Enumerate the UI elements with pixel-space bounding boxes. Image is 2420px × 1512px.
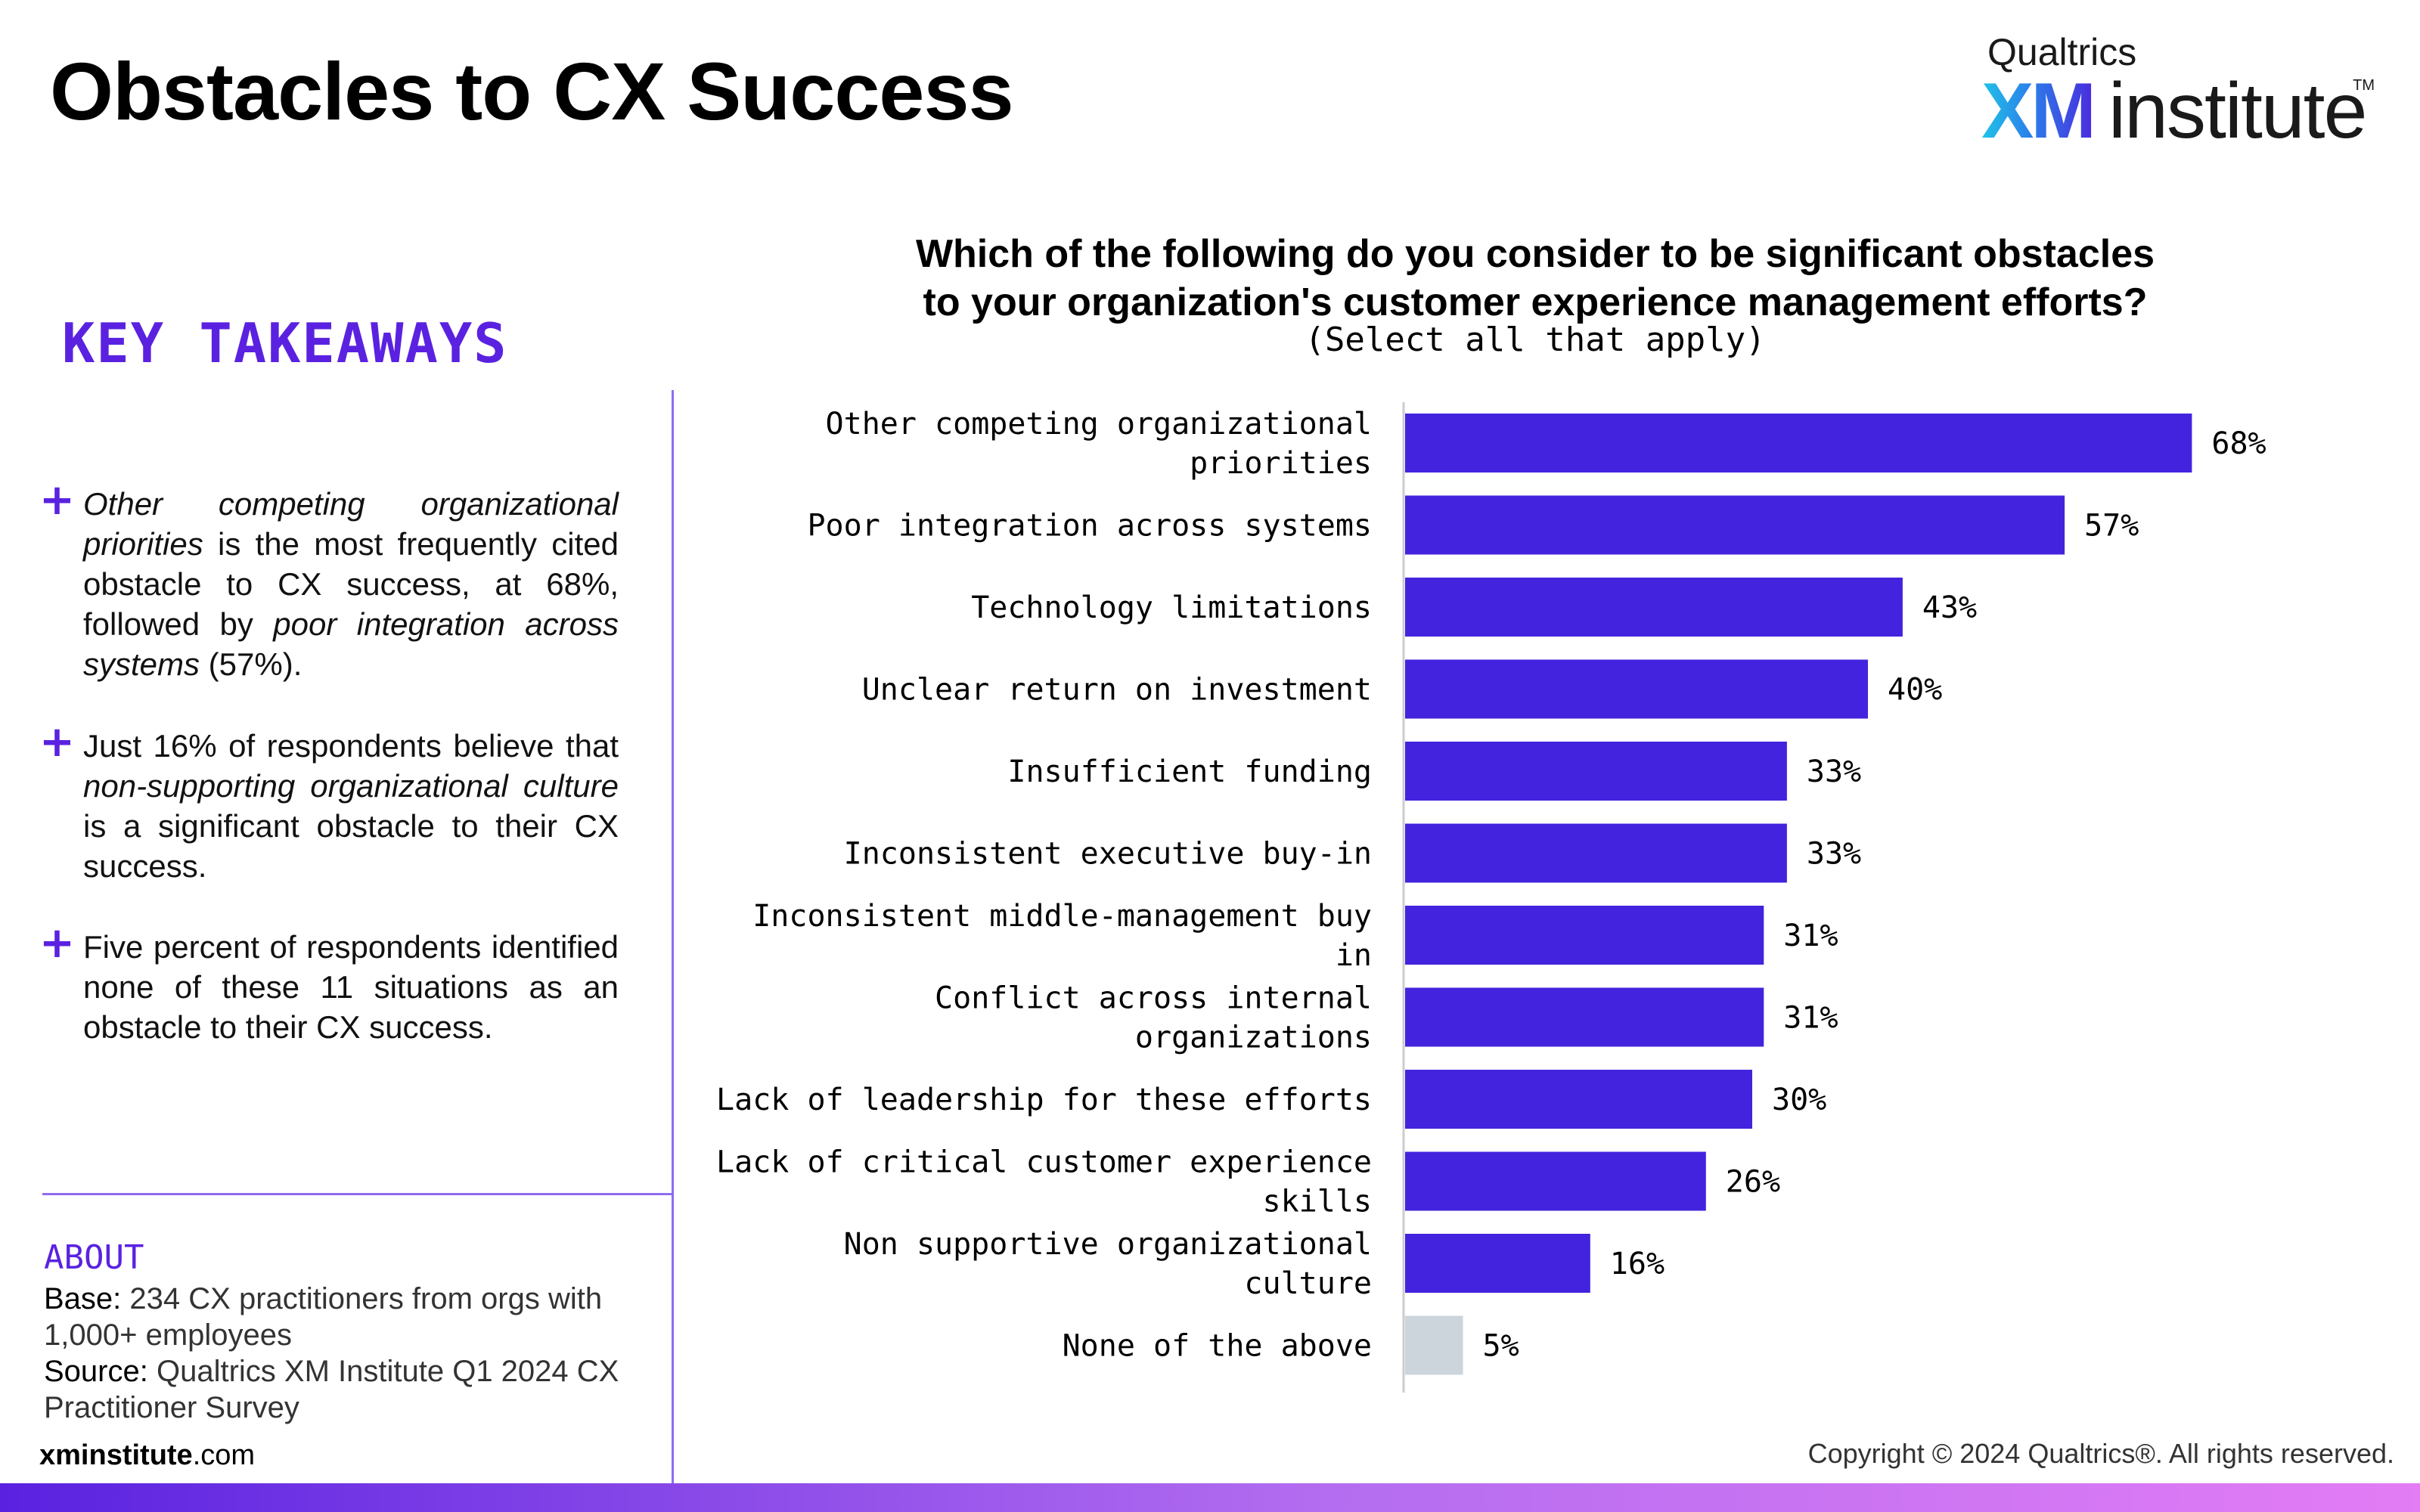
category-label: Non supportive organizational xyxy=(844,1227,1372,1262)
plus-icon: + xyxy=(39,476,75,525)
bar xyxy=(1405,987,1764,1047)
chart-title-line-1: Which of the following do you consider t… xyxy=(915,232,2155,276)
category-label: Other competing organizational xyxy=(826,407,1372,442)
category-label: Inconsistent executive buy-in xyxy=(844,837,1372,872)
horizontal-divider xyxy=(42,1193,673,1195)
takeaway-emphasis: Other competing organizational prioritie… xyxy=(83,486,619,562)
about-base-label: Base: xyxy=(44,1282,122,1315)
takeaway-run: Five percent of respondents identified n… xyxy=(83,929,619,1045)
takeaway-text: Other competing organizational prioritie… xyxy=(83,484,619,684)
takeaway-text: Five percent of respondents identified n… xyxy=(83,927,619,1047)
takeaway-emphasis: poor integration across systems xyxy=(83,606,619,682)
value-label: 43% xyxy=(1922,590,1977,625)
page-title: Obstacles to CX Success xyxy=(50,45,1014,137)
about-base-text: 234 CX practitioners from orgs with 1,00… xyxy=(44,1282,603,1352)
category-label: Technology limitations xyxy=(971,590,1372,625)
category-label: Lack of leadership for these efforts xyxy=(716,1083,1372,1117)
value-label: 31% xyxy=(1783,1001,1838,1036)
about-base: Base: 234 CX practitioners from orgs wit… xyxy=(44,1281,634,1353)
category-label: organizations xyxy=(1135,1021,1372,1055)
bar xyxy=(1405,906,1764,965)
category-label: culture xyxy=(1244,1266,1372,1301)
takeaway-run: is a significant obstacle to their CX su… xyxy=(83,808,619,884)
category-label: Inconsistent middle-management buy xyxy=(752,899,1372,934)
takeaway-text: Just 16% of respondents believe that non… xyxy=(83,726,619,886)
category-label: Conflict across internal xyxy=(935,981,1372,1016)
xm-institute-logo: Qualtrics XM institute TM xyxy=(1981,30,2375,155)
takeaway-item: + Five percent of respondents identified… xyxy=(39,922,619,1047)
logo-institute-text: institute xyxy=(2108,67,2367,155)
about-source-text: Qualtrics XM Institute Q1 2024 CX Practi… xyxy=(44,1355,619,1424)
footer-gradient-bar xyxy=(0,1483,2420,1512)
category-label: Insufficient funding xyxy=(1007,754,1372,789)
value-label: 26% xyxy=(1726,1165,1780,1200)
takeaway-emphasis: non-supporting organizational culture xyxy=(83,768,619,804)
about-heading: ABOUT xyxy=(44,1238,144,1277)
website-bold: xminstitute xyxy=(39,1439,193,1471)
chart-subtitle: (Select all that apply) xyxy=(1305,321,1766,359)
takeaway-item: + Other competing organizational priorit… xyxy=(39,479,619,684)
value-label: 68% xyxy=(2211,426,2266,461)
bar xyxy=(1405,1234,1590,1293)
value-label: 33% xyxy=(1807,837,1861,872)
value-label: 57% xyxy=(2084,509,2139,544)
takeaway-item: + Just 16% of respondents believe that n… xyxy=(39,721,619,886)
category-label: skills xyxy=(1263,1185,1373,1219)
bar xyxy=(1405,659,1868,719)
value-label: 40% xyxy=(1888,673,1942,708)
value-label: 30% xyxy=(1772,1083,1826,1117)
value-label: 16% xyxy=(1610,1247,1665,1281)
bar xyxy=(1405,823,1787,883)
logo-qualtrics-text: Qualtrics xyxy=(1987,31,2137,73)
bar xyxy=(1405,495,2065,555)
plus-icon: + xyxy=(39,717,75,767)
takeaway-run: Just 16% of respondents believe that xyxy=(83,728,619,764)
logo-xm-text: XM xyxy=(1981,67,2096,155)
takeaway-run: (57%). xyxy=(200,646,302,682)
website-link[interactable]: xminstitute.com xyxy=(39,1439,255,1472)
plus-icon: + xyxy=(39,919,75,968)
value-label: 33% xyxy=(1807,754,1861,789)
about-source: Source: Qualtrics XM Institute Q1 2024 C… xyxy=(44,1353,634,1426)
copyright-text: Copyright © 2024 Qualtrics®. All rights … xyxy=(1807,1438,2394,1469)
category-label: Unclear return on investment xyxy=(862,673,1372,708)
category-label: None of the above xyxy=(1063,1329,1372,1364)
logo-trademark: TM xyxy=(2353,77,2375,94)
obstacles-bar-chart: 68% Other competing organizational priorit… xyxy=(716,402,2266,1393)
vertical-divider xyxy=(672,390,674,1485)
bar xyxy=(1405,742,1787,801)
website-suffix: .com xyxy=(192,1439,256,1471)
bar xyxy=(1405,1315,1463,1375)
category-label: priorities xyxy=(1190,446,1372,481)
key-takeaways-heading: KEY TAKEAWAYS xyxy=(62,311,508,375)
category-label: Poor integration across systems xyxy=(807,509,1372,544)
bar xyxy=(1405,578,1903,637)
category-label: Lack of critical customer experience xyxy=(716,1145,1372,1180)
chart-title-line-2: to your organization's customer experien… xyxy=(923,280,2148,324)
takeaway-run: is the most frequently cited obstacle to… xyxy=(83,526,619,642)
bar xyxy=(1405,1070,1752,1129)
bar xyxy=(1405,1151,1706,1211)
about-source-label: Source: xyxy=(44,1355,148,1388)
category-label: in xyxy=(1336,938,1372,973)
value-label: 31% xyxy=(1783,919,1838,953)
bar xyxy=(1405,414,2192,472)
value-label: 5% xyxy=(1483,1329,1519,1364)
